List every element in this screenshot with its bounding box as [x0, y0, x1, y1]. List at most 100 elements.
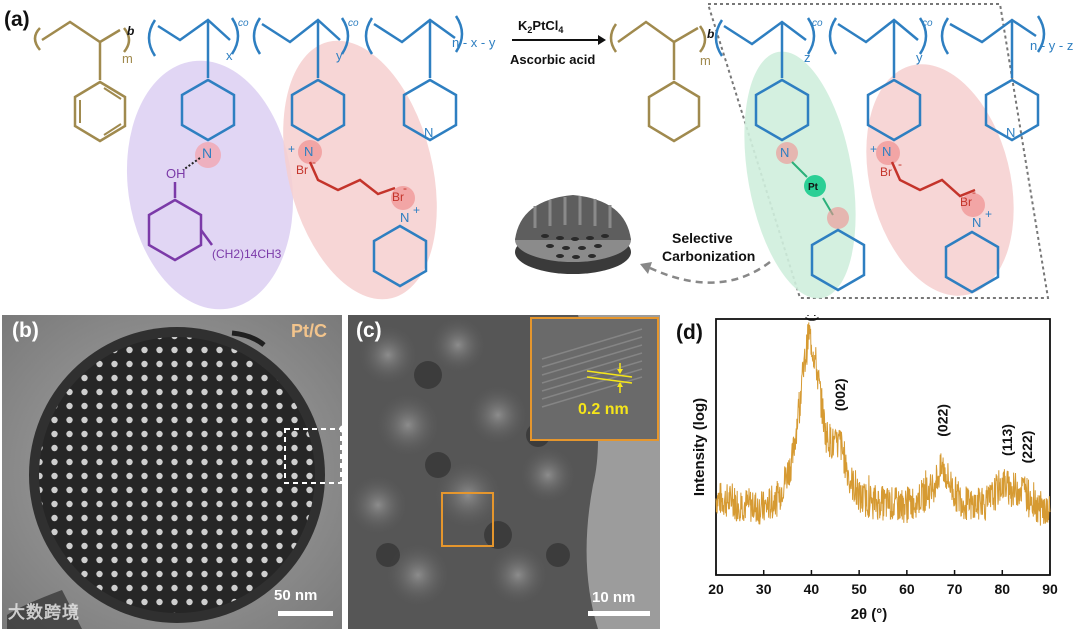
ps-ring-inner: [103, 123, 122, 136]
arrow-head: [640, 262, 652, 274]
pyridine-n-free: N: [1006, 125, 1015, 140]
x-tick-label: 70: [947, 581, 963, 597]
alkyl-chain-label: (CH2)14CH3: [212, 247, 282, 261]
p4vp-bracket: [828, 17, 838, 55]
plus-charge: +: [288, 142, 295, 156]
pdp-highlight-ellipse: [126, 60, 294, 310]
pyridine-ring-right-free: [984, 78, 1040, 142]
quaternized-highlight-ellipse: [283, 40, 437, 300]
pyridine-n-pt: N: [780, 145, 789, 160]
minus-charge: -: [972, 185, 976, 199]
minus-charge: -: [312, 155, 316, 169]
p4vp-bracket: [340, 17, 350, 55]
p4vp-backbone-x: [157, 18, 231, 42]
pyridine-ring-free: [402, 78, 458, 142]
p4vp-bracket: [454, 15, 464, 53]
reagent-top-label: K2PtCl4: [518, 18, 563, 35]
pdp-phenol-ring: [147, 198, 203, 262]
pyridine-ring-pt-1: [754, 78, 810, 142]
panel-b-label: (b): [12, 319, 39, 342]
nitrogen-glow: [298, 140, 322, 164]
p4vp-bracket: [714, 19, 724, 57]
panel-c-label: (c): [356, 319, 382, 342]
x-axis-label: 2θ (°): [851, 606, 888, 623]
p4vp-bracket: [806, 17, 816, 55]
reagent-bottom-label: Ascorbic acid: [510, 52, 595, 67]
zoom-region-box: [284, 428, 342, 484]
hrtem-inset: 0.2 nm: [530, 317, 659, 441]
p4vp-bracket: [364, 17, 374, 55]
ps-bracket: [609, 23, 618, 53]
d-spacing-label: 0.2 nm: [578, 401, 629, 418]
dashed-selection-box: [706, 3, 1050, 299]
xrd-line: [715, 322, 1051, 526]
xrd-series: [715, 322, 1051, 526]
subscript-z: z: [804, 50, 811, 65]
pyridine-ring-right-3: [944, 230, 1000, 294]
ps-backbone: [41, 20, 121, 44]
subscript-y: y: [916, 50, 923, 65]
mesoporous-particle: [39, 337, 315, 613]
pyridinium-n-2: N: [400, 210, 409, 225]
bromide-glow: [961, 193, 985, 217]
nitrogen-glow: [876, 141, 900, 165]
p4vp-backbone-free: [373, 18, 456, 44]
subscript-n-y-z: n - y - z: [1030, 38, 1073, 53]
p4vp-bracket: [940, 17, 950, 55]
pt-coordination-ellipse: [744, 51, 856, 299]
ps-backbone-right: [617, 20, 699, 44]
p4vp-bracket: [252, 17, 262, 55]
subscript-x: x: [226, 48, 233, 63]
scale-label-c: 10 nm: [592, 589, 636, 606]
nitrogen-glow: [195, 142, 221, 168]
subscript-n-x-y: n - x - y: [452, 35, 496, 50]
p4vp-bracket: [147, 19, 157, 57]
tem-b-canvas: [2, 315, 342, 629]
x-tick-label: 40: [804, 581, 820, 597]
scheme-panel: (a) b m x co y co n - x - y N OH (CH2)14…: [4, 3, 1073, 310]
p4vp-backbone-z: [723, 20, 807, 46]
x-tick-label: 20: [708, 581, 724, 597]
pyridine-ring-right-2: [866, 78, 922, 142]
pyridine-n-1: N: [202, 145, 212, 161]
x-tick-label: 90: [1042, 581, 1058, 597]
plus-charge: +: [870, 142, 877, 156]
subscript-y: y: [336, 48, 343, 63]
pyridine-n-free: N: [424, 125, 433, 140]
plus-charge: +: [985, 207, 992, 221]
pt-atom: [804, 175, 826, 197]
p4vp-backbone-y: [261, 18, 341, 44]
panel-a-label: (a): [4, 8, 30, 31]
pt-label: Pt: [808, 182, 819, 193]
pyridinium-n: N: [882, 144, 891, 159]
co-label: co: [238, 18, 249, 29]
panel-d-label: (d): [676, 321, 703, 344]
ps-bracket-left: [33, 27, 41, 51]
ps-subscript-m: m: [700, 53, 711, 68]
co-label: co: [348, 18, 359, 29]
ps-subscript-m: m: [122, 51, 133, 66]
x-tick-label: 60: [899, 581, 915, 597]
p4vp-backbone-free-right: [949, 18, 1037, 44]
coordination-arrow-1: [791, 161, 808, 178]
hrtem-zoom-box: [441, 492, 494, 547]
pyridine-ring-2: [290, 78, 346, 142]
ps-bracket-right: [123, 27, 131, 53]
pyridine-ring-1: [180, 78, 236, 142]
p4vp-bracket: [918, 17, 928, 55]
minus-charge: -: [898, 157, 902, 171]
block-b-label: b: [707, 27, 714, 41]
carbonization-label: Carbonization: [662, 248, 755, 264]
peak-label: (222): [1019, 431, 1035, 464]
minus-charge: -: [403, 181, 407, 195]
p4vp-bracket: [230, 17, 240, 55]
bromide-label: Br: [960, 195, 972, 209]
peak-label: (111): [802, 315, 818, 322]
bromide-label: Br: [296, 163, 308, 177]
co-label: co: [922, 18, 933, 29]
co-label: co: [812, 18, 823, 29]
butyl-linker: [308, 161, 396, 196]
x-tick-label: 50: [851, 581, 867, 597]
carbonization-arrow: [649, 261, 771, 284]
plus-charge: +: [413, 203, 420, 217]
